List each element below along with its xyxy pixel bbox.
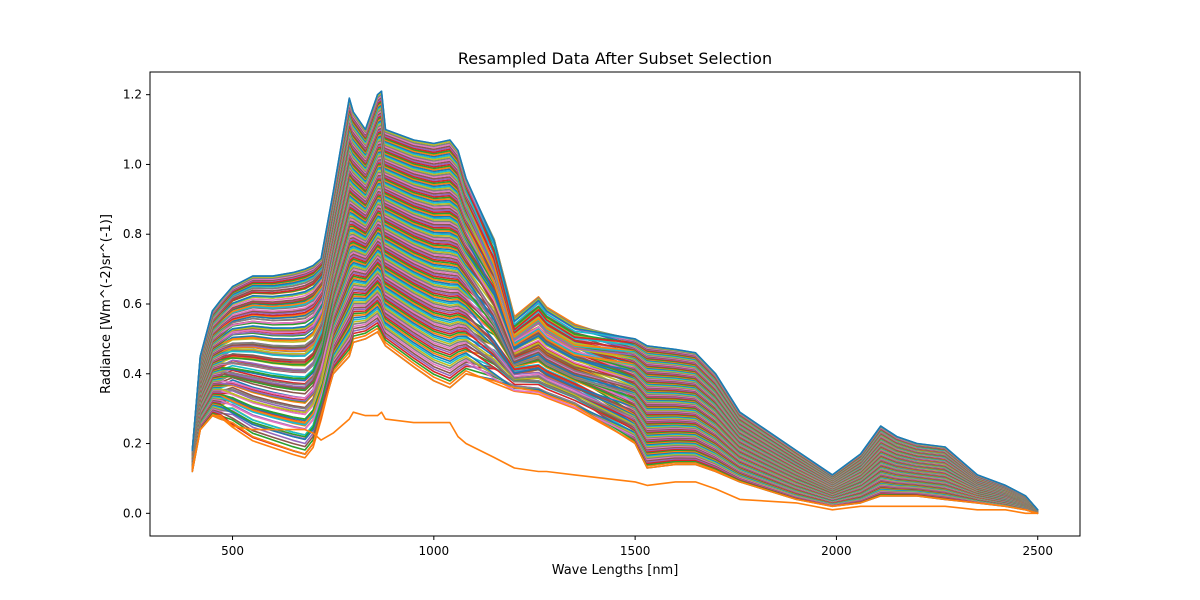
- y-tick-label: 1.0: [123, 157, 142, 171]
- y-tick-label: 0.2: [123, 437, 142, 451]
- y-tick-label: 0.4: [123, 367, 142, 381]
- spectrum-line-low-outlier: [191, 411, 1039, 515]
- y-tick-label: 1.2: [123, 88, 142, 102]
- x-tick-label: 1500: [620, 544, 651, 558]
- y-tick-label: 0.0: [123, 506, 142, 520]
- x-tick-label: 2000: [821, 544, 852, 558]
- plot-series-group: [191, 90, 1039, 515]
- spectrum-line-lower: [191, 331, 1039, 515]
- spectrum-line-upper: [191, 90, 1039, 511]
- x-tick-label: 2500: [1022, 544, 1053, 558]
- y-axis-label: Radiance [Wm^(-2)sr^(-1)]: [99, 214, 114, 394]
- x-tick-label: 1000: [419, 544, 450, 558]
- y-tick-label: 0.6: [123, 297, 142, 311]
- x-axis: 500 1000 1500 2000 2500: [221, 536, 1053, 558]
- x-axis-label: Wave Lengths [nm]: [552, 563, 679, 578]
- y-tick-label: 0.8: [123, 227, 142, 241]
- chart-title: Resampled Data After Subset Selection: [458, 49, 772, 68]
- x-tick-label: 500: [221, 544, 244, 558]
- y-axis: 0.0 0.2 0.4 0.6 0.8 1.0 1.2: [123, 88, 150, 520]
